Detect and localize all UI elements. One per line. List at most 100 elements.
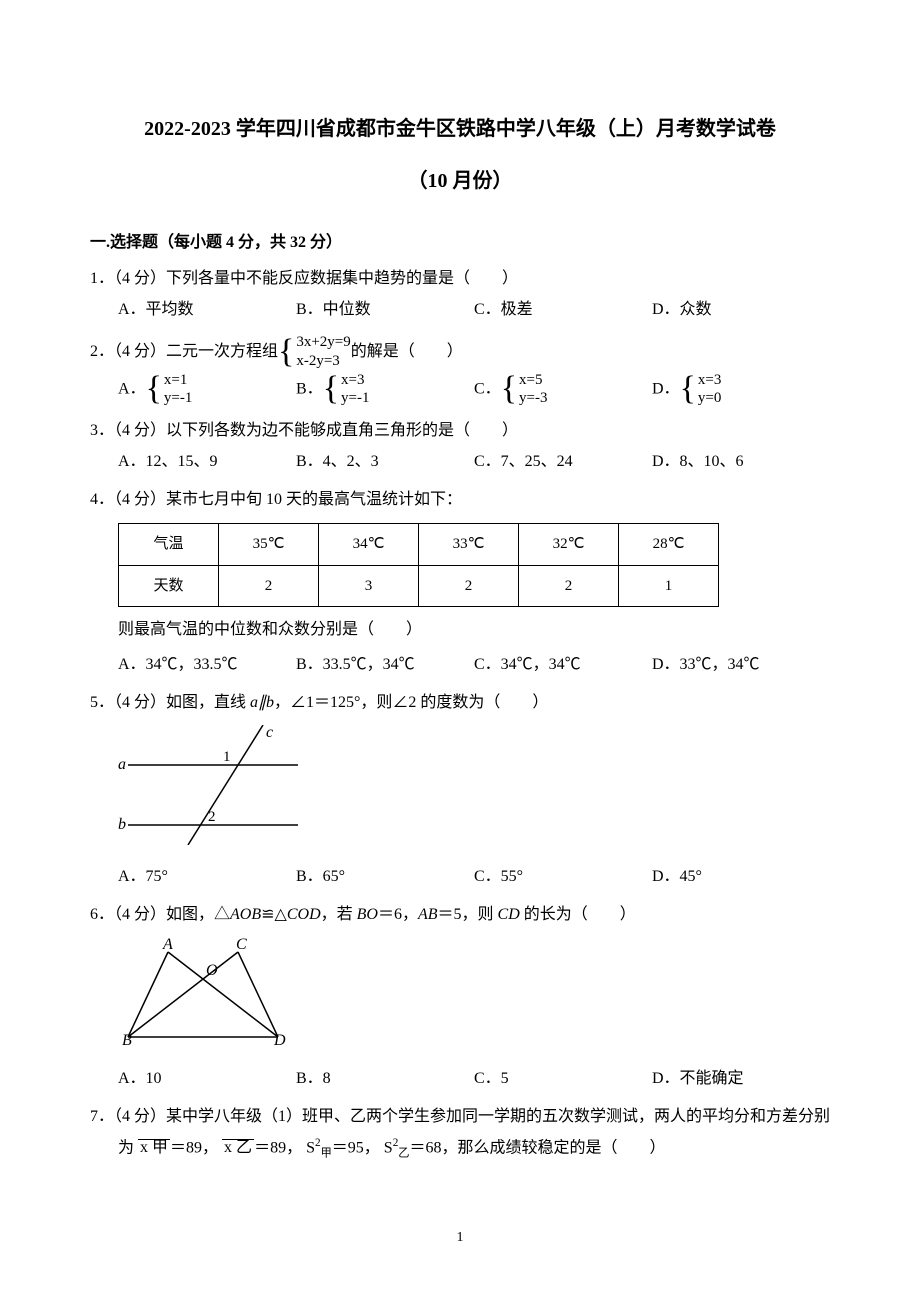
q5-figure: a b c 1 2 [118, 725, 830, 856]
q6-s-i1: AOB [230, 906, 261, 923]
q3-choices: A．12、15、9 B．4、2、3 C．7、25、24 D．8、10、6 [90, 447, 830, 477]
q4-table: 气温 35℃ 34℃ 33℃ 32℃ 28℃ 天数 2 3 2 2 1 [118, 523, 719, 607]
q1-choices: A．平均数 B．中位数 C．极差 D．众数 [90, 295, 830, 325]
label-A: A [162, 937, 173, 953]
q2-a-l1: x=1 [164, 371, 192, 390]
page-number: 1 [90, 1225, 830, 1252]
question-7: 7．（4 分）某中学八年级（1）班甲、乙两个学生参加同一学期的五次数学测试，两人… [90, 1102, 830, 1164]
brace-icon: { [146, 372, 162, 406]
section-header: 一.选择题（每小题 4 分，共 32 分） [90, 228, 830, 258]
q6-choice-c: C．5 [474, 1064, 652, 1094]
q6-figure: A C O B D [118, 937, 830, 1058]
q2-stem: 2．（4 分）二元一次方程组{3x+2y=9x-2y=3的解是（ ） [90, 343, 463, 360]
q2-d-l2: y=0 [698, 389, 721, 408]
brace-icon: { [323, 372, 339, 406]
question-1: 1．（4 分）下列各量中不能反应数据集中趋势的量是（ ） A．平均数 B．中位数… [90, 264, 830, 325]
brace-icon: { [501, 372, 517, 406]
q4-h4: 32℃ [519, 524, 619, 566]
q2-d-l1: x=3 [698, 371, 721, 390]
label-C: C [236, 937, 247, 953]
q2-d-label: D． [652, 380, 680, 397]
q6-s-b: ≌△ [261, 906, 287, 923]
q5-stem-i: a∥b [250, 694, 274, 711]
q4-h5: 28℃ [619, 524, 719, 566]
q4-choices: A．34℃，33.5℃ B．33.5℃，34℃ C．34℃，34℃ D．33℃，… [90, 650, 830, 680]
q7-syi: S [384, 1139, 393, 1156]
q1-choice-d: D．众数 [652, 295, 830, 325]
q7-eq4: ＝68，那么成绩较稳定的是（ ） [410, 1139, 666, 1156]
brace-icon: { [680, 372, 696, 406]
q2-choice-a: A．{x=1y=-1 [118, 371, 296, 409]
q3-choice-c: C．7、25、24 [474, 447, 652, 477]
q2-c-l1: x=5 [519, 371, 547, 390]
q3-choice-a: A．12、15、9 [118, 447, 296, 477]
q5-choices: A．75° B．65° C．55° D．45° [90, 862, 830, 892]
exam-title-line1: 2022-2023 学年四川省成都市金牛区铁路中学八年级（上）月考数学试卷 [90, 110, 830, 148]
q5-choice-a: A．75° [118, 862, 296, 892]
q7-syi-sub: 乙 [398, 1147, 409, 1159]
q4-choice-b: B．33.5℃，34℃ [296, 650, 474, 680]
q7-sjia: S [306, 1139, 315, 1156]
q4-choice-c: C．34℃，34℃ [474, 650, 652, 680]
q2-a-label: A． [118, 380, 146, 397]
q3-choice-d: D．8、10、6 [652, 447, 830, 477]
q7-l2-a: 为 [118, 1139, 138, 1156]
q6-stem: 6．（4 分）如图，△AOB≌△COD，若 BO＝6，AB＝5，则 CD 的长为… [90, 900, 830, 930]
q1-choice-c: C．极差 [474, 295, 652, 325]
q4-h0: 气温 [119, 524, 219, 566]
q4-r1: 2 [219, 565, 319, 607]
q6-s-i4: AB [418, 906, 438, 923]
q4-stem: 4．（4 分）某市七月中旬 10 天的最高气温统计如下： [90, 485, 830, 515]
q4-choice-a: A．34℃，33.5℃ [118, 650, 296, 680]
q2-c-label: C． [474, 380, 501, 397]
q2-choices: A．{x=1y=-1 B．{x=3y=-1 C．{x=5y=-3 D．{x=3y… [90, 371, 830, 409]
q3-stem: 3．（4 分）以下列各数为边不能够成直角三角形的是（ ） [90, 416, 830, 446]
q4-h1: 35℃ [219, 524, 319, 566]
q2-a-l2: y=-1 [164, 389, 192, 408]
q6-s-e: ＝5，则 [438, 906, 498, 923]
q1-choice-a: A．平均数 [118, 295, 296, 325]
q6-s-a: 6．（4 分）如图，△ [90, 906, 230, 923]
q4-r2: 3 [319, 565, 419, 607]
brace-icon: { [278, 335, 294, 369]
q6-choice-b: B．8 [296, 1064, 474, 1094]
q5-choice-d: D．45° [652, 862, 830, 892]
q5-choice-b: B．65° [296, 862, 474, 892]
q5-stem-a: 5．（4 分）如图，直线 [90, 694, 250, 711]
q7-xyi: x 乙 [222, 1139, 254, 1156]
q7-xjia: x 甲 [138, 1139, 170, 1156]
question-4: 4．（4 分）某市七月中旬 10 天的最高气温统计如下： 气温 35℃ 34℃ … [90, 485, 830, 680]
question-2: 2．（4 分）二元一次方程组{3x+2y=9x-2y=3的解是（ ） A．{x=… [90, 333, 830, 408]
q4-r4: 2 [519, 565, 619, 607]
q6-choice-a: A．10 [118, 1064, 296, 1094]
q5-stem: 5．（4 分）如图，直线 a∥b，∠1＝125°，则∠2 的度数为（ ） [90, 688, 830, 718]
q6-s-c: ，若 [321, 906, 357, 923]
label-1: 1 [223, 749, 231, 765]
q7-line2: 为 x 甲＝89， x 乙＝89， S2甲＝95， S2乙＝68，那么成绩较稳定… [90, 1133, 830, 1165]
q5-stem-b: ，∠1＝125°，则∠2 的度数为（ ） [274, 694, 548, 711]
q6-s-d: ＝6， [378, 906, 418, 923]
q7-sjia-sub: 甲 [321, 1147, 332, 1159]
label-O: O [206, 962, 218, 979]
q5-choice-c: C．55° [474, 862, 652, 892]
q6-s-i5: CD [498, 906, 520, 923]
q6-choice-d: D．不能确定 [652, 1064, 830, 1094]
q4-h2: 34℃ [319, 524, 419, 566]
exam-title-line2: （10 月份） [90, 162, 830, 200]
q2-b-label: B． [296, 380, 323, 397]
q6-s-i3: BO [357, 906, 378, 923]
q2-sys-l1: 3x+2y=9 [296, 333, 350, 352]
q4-h3: 33℃ [419, 524, 519, 566]
q2-choice-c: C．{x=5y=-3 [474, 371, 652, 409]
q2-system: {3x+2y=9x-2y=3 [278, 333, 351, 371]
question-6: 6．（4 分）如图，△AOB≌△COD，若 BO＝6，AB＝5，则 CD 的长为… [90, 900, 830, 1094]
q7-stem: 7．（4 分）某中学八年级（1）班甲、乙两个学生参加同一学期的五次数学测试，两人… [90, 1102, 830, 1132]
q4-r5: 1 [619, 565, 719, 607]
label-2: 2 [208, 809, 216, 825]
label-D: D [273, 1032, 286, 1047]
question-3: 3．（4 分）以下列各数为边不能够成直角三角形的是（ ） A．12、15、9 B… [90, 416, 830, 477]
q2-b-l1: x=3 [341, 371, 369, 390]
q4-choice-d: D．33℃，34℃ [652, 650, 830, 680]
q6-s-i2: COD [287, 906, 321, 923]
q2-choice-b: B．{x=3y=-1 [296, 371, 474, 409]
